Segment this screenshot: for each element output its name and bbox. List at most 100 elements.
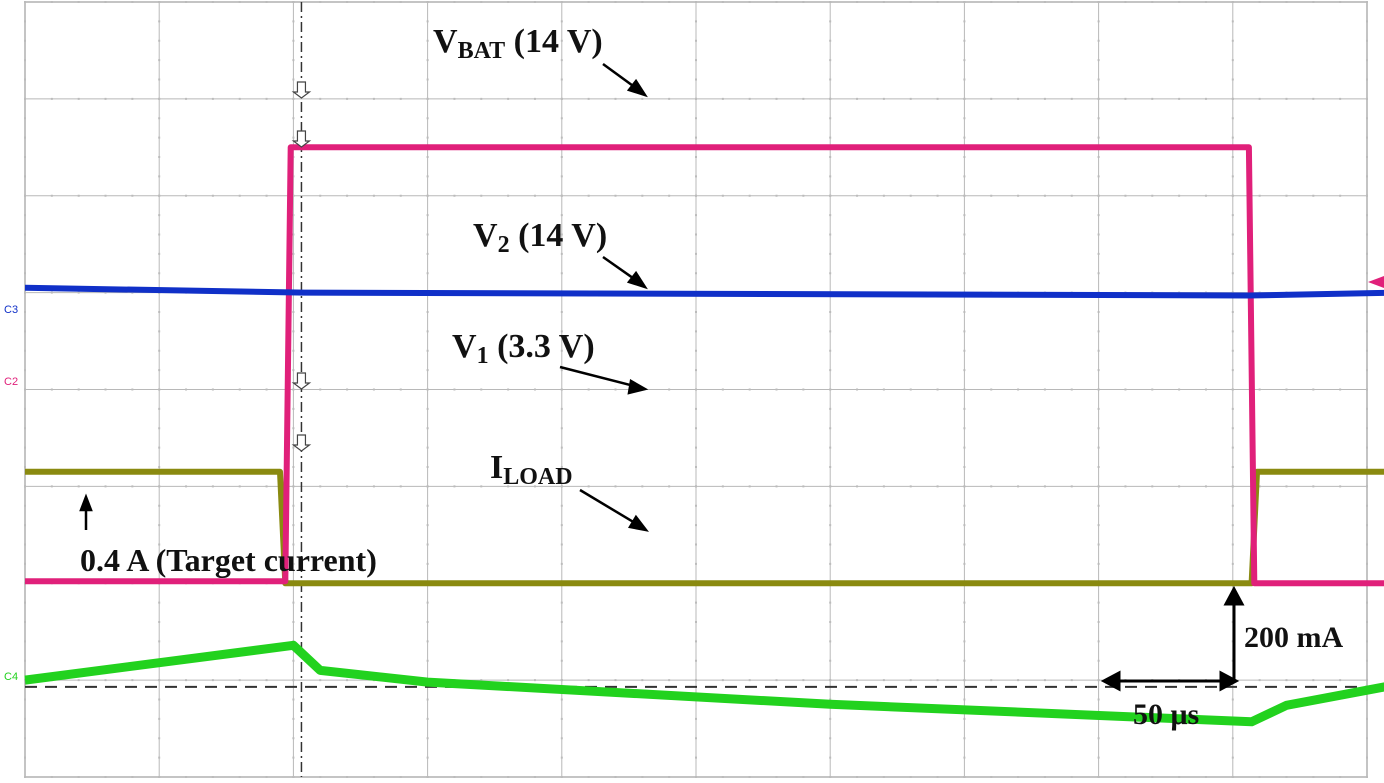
- grid-tick: [829, 117, 832, 120]
- grid-tick: [158, 97, 161, 100]
- grid-tick: [185, 776, 188, 778]
- grid-tick: [292, 776, 295, 778]
- grid-tick: [829, 20, 832, 23]
- trigger-level-marker: [1368, 276, 1384, 288]
- grid-tick: [426, 543, 429, 546]
- grid-tick: [990, 776, 993, 778]
- grid-tick: [829, 175, 832, 178]
- grid-tick: [1097, 97, 1100, 100]
- grid-tick: [50, 291, 53, 294]
- grid-tick: [1231, 756, 1234, 759]
- grid-tick: [560, 20, 563, 23]
- grid-tick: [936, 194, 939, 197]
- grid-tick: [1017, 1, 1020, 3]
- grid-tick: [963, 59, 966, 62]
- grid-tick: [829, 311, 832, 313]
- grid-tick: [1285, 679, 1288, 682]
- grid-tick: [1231, 388, 1234, 391]
- scale-y-label: 200 mA: [1244, 621, 1343, 654]
- grid-tick: [909, 194, 912, 197]
- grid-tick: [1017, 485, 1020, 488]
- grid-tick: [24, 717, 26, 720]
- grid-tick: [1366, 252, 1368, 255]
- grid-tick: [533, 776, 536, 778]
- grid-tick: [158, 388, 161, 391]
- grid-tick: [990, 388, 993, 391]
- grid-tick: [614, 1, 617, 3]
- grid-tick: [24, 136, 26, 139]
- grid-tick: [1097, 388, 1100, 391]
- grid-tick: [829, 679, 832, 682]
- grid-tick: [614, 679, 617, 682]
- grid-tick: [963, 776, 966, 778]
- grid-tick: [829, 621, 832, 623]
- grid-tick: [882, 679, 885, 682]
- grid-tick: [1097, 698, 1100, 701]
- grid-tick: [695, 233, 697, 236]
- grid-tick: [1043, 194, 1046, 197]
- grid-tick: [829, 214, 832, 217]
- grid-tick: [909, 679, 912, 682]
- grid-tick: [936, 485, 939, 488]
- grid-tick: [802, 485, 805, 488]
- trace-v-2: [25, 144, 1384, 587]
- grid-tick: [24, 330, 26, 333]
- grid-tick: [695, 504, 697, 507]
- grid-tick: [1178, 194, 1181, 197]
- grid-tick: [1258, 485, 1261, 488]
- trigger-arrow: [291, 130, 312, 148]
- grid-tick: [158, 59, 161, 62]
- grid-tick: [24, 78, 26, 81]
- label-vbat: VBAT (14 V): [433, 23, 603, 64]
- grid-tick: [1070, 776, 1073, 778]
- grid-tick: [533, 1, 536, 3]
- grid-tick: [1366, 97, 1368, 100]
- grid-tick: [292, 349, 295, 352]
- grid-tick: [882, 1, 885, 3]
- grid-tick: [695, 1, 697, 3]
- grid-tick: [560, 756, 563, 759]
- grid-tick: [1097, 20, 1100, 23]
- grid-tick: [1017, 388, 1020, 391]
- grid-tick: [1231, 97, 1234, 100]
- grid-tick: [1231, 330, 1234, 333]
- grid-tick: [24, 776, 26, 778]
- grid-tick: [560, 369, 563, 372]
- grid-tick: [560, 97, 563, 100]
- grid-tick: [1366, 388, 1368, 391]
- grid-tick: [104, 291, 107, 294]
- grid-tick: [1204, 388, 1207, 391]
- grid-tick: [533, 194, 536, 197]
- grid-tick: [1070, 194, 1073, 197]
- grid-tick: [963, 524, 966, 527]
- grid-tick: [587, 1, 590, 3]
- grid-tick: [587, 388, 590, 391]
- grid-tick: [292, 524, 295, 527]
- grid-tick: [775, 776, 778, 778]
- grid-tick: [695, 427, 697, 430]
- grid-tick: [1204, 776, 1207, 778]
- grid-tick: [963, 136, 966, 139]
- grid-tick: [695, 485, 697, 488]
- grid-tick: [426, 446, 429, 449]
- grid-tick: [507, 388, 510, 391]
- grid-tick: [1124, 388, 1127, 391]
- grid-tick: [158, 543, 161, 546]
- grid-tick: [453, 194, 456, 197]
- grid-tick: [292, 311, 295, 313]
- grid-tick: [695, 756, 697, 759]
- grid-tick: [346, 679, 349, 682]
- grid-tick: [614, 485, 617, 488]
- grid-tick: [24, 252, 26, 255]
- grid-tick: [399, 97, 402, 100]
- grid-tick: [158, 466, 161, 468]
- grid-tick: [24, 756, 26, 759]
- grid-tick: [641, 1, 644, 3]
- grid-tick: [560, 446, 563, 449]
- grid-tick: [1231, 485, 1234, 488]
- grid-tick: [802, 388, 805, 391]
- grid-tick: [829, 252, 832, 255]
- grid-tick: [1204, 97, 1207, 100]
- grid-tick: [775, 194, 778, 197]
- grid-tick: [614, 388, 617, 391]
